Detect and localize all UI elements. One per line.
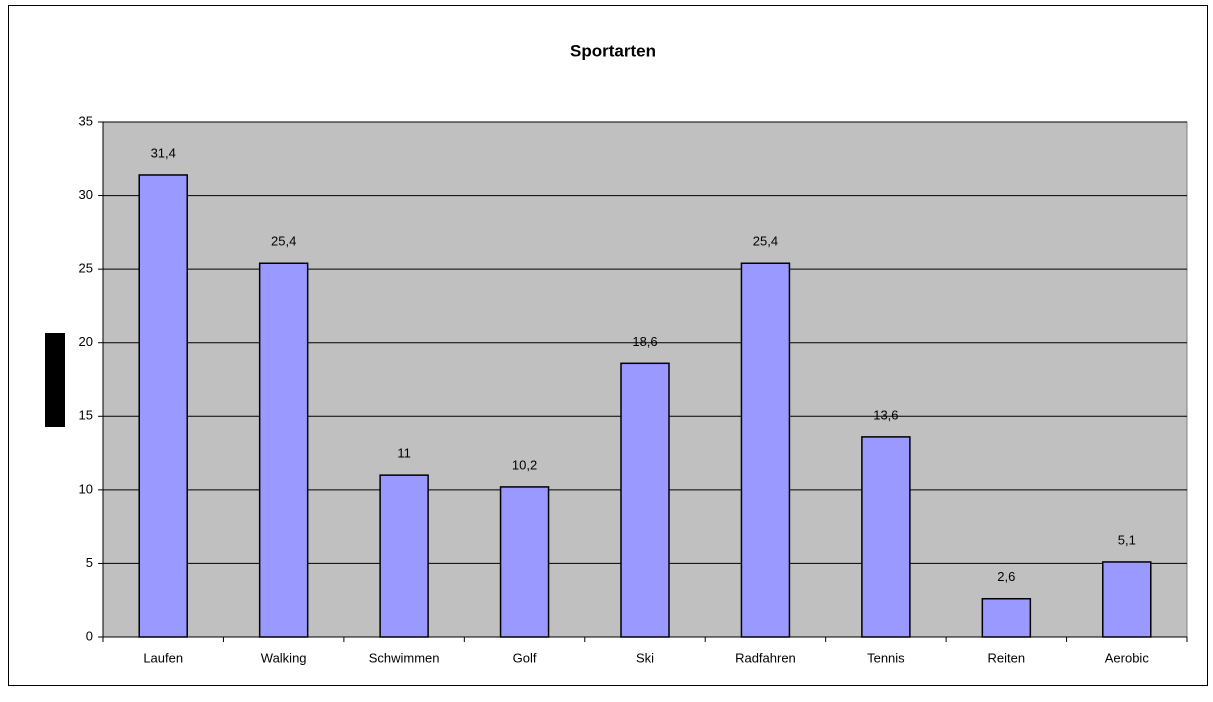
chart-title: Sportarten [570, 41, 656, 60]
bar [138, 174, 188, 638]
redacted-axis-label [45, 333, 65, 427]
x-tick-label: Golf [513, 650, 537, 665]
x-tick-label: Walking [261, 650, 307, 665]
data-label: 31,4 [151, 145, 176, 160]
x-tick-label: Tennis [867, 650, 905, 665]
data-label: 25,4 [271, 234, 296, 249]
y-tick-label: 0 [86, 628, 93, 643]
y-tick-label: 30 [79, 187, 93, 202]
x-tick-label: Radfahren [735, 650, 796, 665]
y-tick-label: 10 [79, 481, 93, 496]
x-tick-label: Schwimmen [369, 650, 440, 665]
bar [981, 597, 1032, 638]
data-label: 11 [397, 446, 411, 461]
bar [379, 474, 429, 638]
bar [620, 362, 670, 638]
bar [499, 486, 550, 638]
y-tick-label: 25 [79, 261, 93, 276]
x-tick-label: Reiten [988, 650, 1026, 665]
bar [258, 262, 309, 638]
x-tick-label: Laufen [143, 650, 183, 665]
bar [861, 436, 911, 638]
x-tick-label: Aerobic [1105, 650, 1150, 665]
data-label: 18,6 [632, 334, 657, 349]
data-label: 2,6 [997, 569, 1015, 584]
y-tick-label: 15 [79, 408, 93, 423]
data-label: 10,2 [512, 457, 537, 472]
chart-frame [8, 5, 1208, 686]
data-label: 5,1 [1118, 532, 1136, 547]
data-label: 25,4 [753, 234, 778, 249]
y-tick-label: 35 [79, 113, 93, 128]
bar [740, 262, 791, 638]
bar [1102, 561, 1152, 638]
x-tick-label: Ski [636, 650, 654, 665]
y-tick-label: 20 [79, 334, 93, 349]
data-label: 13,6 [873, 407, 898, 422]
y-tick-label: 5 [86, 555, 93, 570]
